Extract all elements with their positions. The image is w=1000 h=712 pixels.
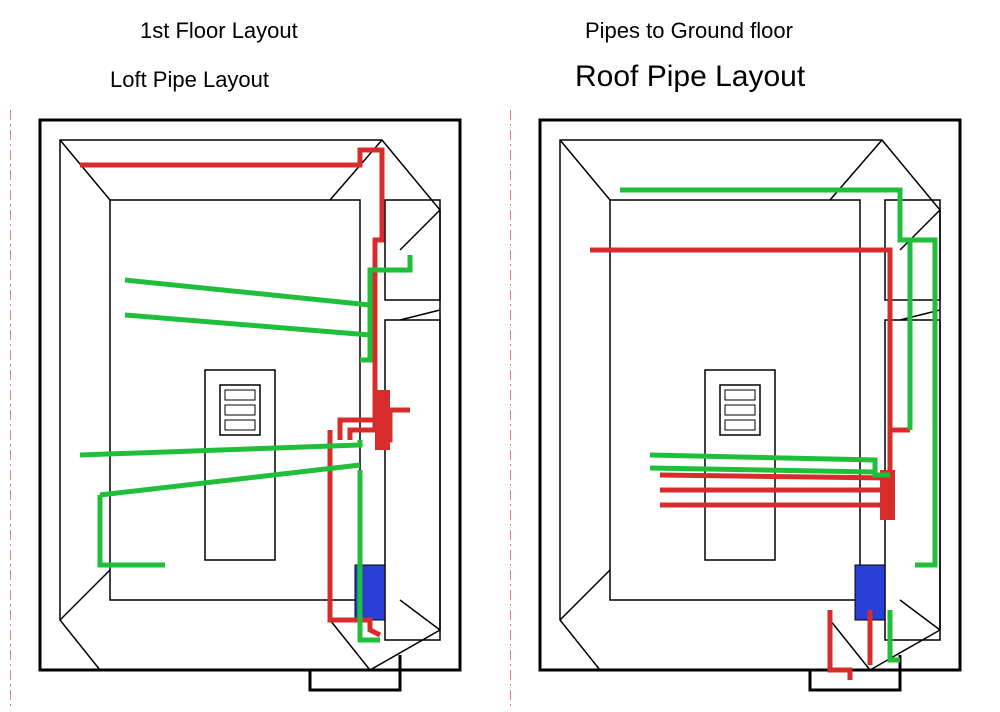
page: { "titles": { "left_top": "1st Floor Lay… [0, 0, 1000, 712]
title-left-sub: Loft Pipe Layout [110, 67, 269, 93]
left-floorplan [10, 110, 490, 710]
right-floorplan [510, 110, 990, 710]
title-right-top: Pipes to Ground floor [585, 18, 793, 44]
title-left-top: 1st Floor Layout [140, 18, 298, 44]
title-right-sub: Roof Pipe Layout [575, 60, 805, 94]
